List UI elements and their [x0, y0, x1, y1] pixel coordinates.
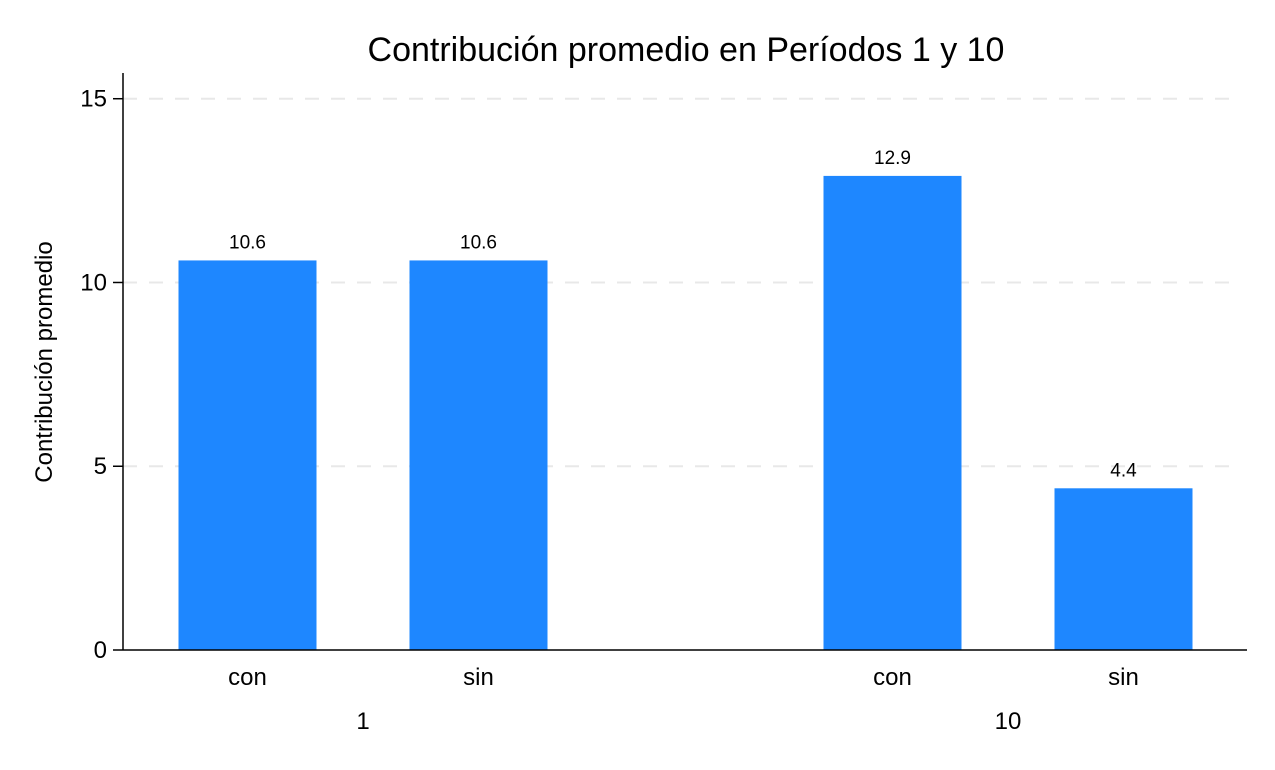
bar-10-sin: [1054, 488, 1193, 650]
labels: 0 5 10 15 10.6 con 10.6 sin 1 12.9 con 4.4 sin 10: [80, 86, 1139, 735]
bar-10-con: [823, 175, 962, 650]
group-label: 10: [995, 708, 1022, 735]
x-tick-label: con: [228, 664, 267, 691]
y-tick-label: 0: [94, 637, 107, 664]
y-axis-label: Contribución promedio: [31, 241, 58, 482]
y-tick-label: 10: [80, 269, 107, 296]
axes: [113, 73, 1247, 651]
y-tick-label: 5: [94, 453, 107, 480]
data-label: 4.4: [1110, 460, 1137, 481]
data-label: 10.6: [460, 232, 497, 253]
bar-1-sin: [409, 260, 548, 650]
chart-title: Contribución promedio en Períodos 1 y 10: [368, 31, 1005, 69]
bars: [178, 175, 1193, 650]
bar-1-con: [178, 260, 317, 650]
x-tick-label: sin: [463, 664, 494, 691]
x-tick-label: con: [873, 664, 912, 691]
data-label: 12.9: [874, 148, 911, 169]
group-label: 1: [356, 708, 369, 735]
x-tick-label: sin: [1108, 664, 1139, 691]
data-label: 10.6: [229, 232, 266, 253]
y-tick-label: 15: [80, 86, 107, 113]
